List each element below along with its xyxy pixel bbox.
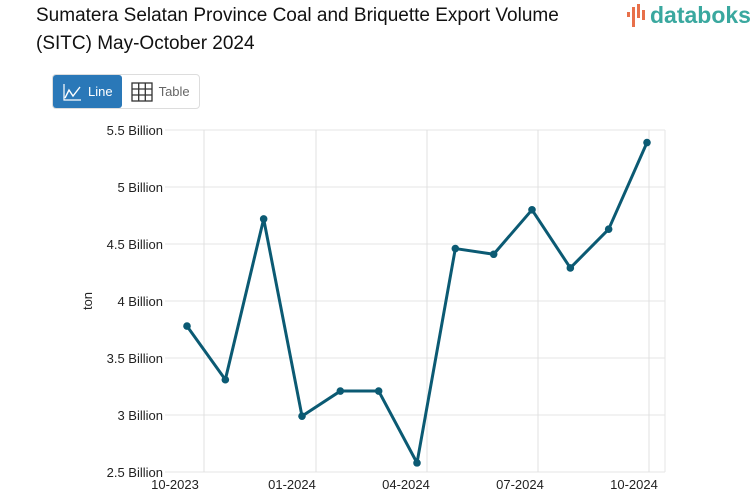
- y-tick-label: 4 Billion: [117, 294, 163, 309]
- data-point: [528, 206, 536, 214]
- line-chart-icon: [63, 83, 81, 101]
- view-toggle: Line Table: [52, 74, 200, 109]
- data-point: [221, 375, 230, 384]
- y-tick-label: 3.5 Billion: [107, 351, 163, 366]
- x-tick-label: 01-2024: [268, 477, 316, 492]
- line-view-button[interactable]: Line: [53, 75, 122, 108]
- data-point: [643, 138, 651, 147]
- x-tick-label: 10-2024: [610, 477, 658, 492]
- data-point: [604, 225, 613, 233]
- chart-title: Sumatera Selatan Province Coal and Briqu…: [36, 5, 559, 54]
- databoks-logo: databoks: [626, 2, 751, 29]
- data-point: [183, 322, 191, 330]
- y-axis-label: ton: [80, 292, 95, 310]
- data-point: [413, 459, 421, 467]
- data-point: [374, 387, 383, 395]
- table-view-button[interactable]: Table: [122, 75, 199, 108]
- line-label: Line: [88, 84, 113, 99]
- y-tick-label: 5 Billion: [117, 180, 163, 195]
- x-tick-label: 04-2024: [382, 477, 430, 492]
- y-tick-label: 2.5 Billion: [107, 465, 163, 480]
- logo-bars-icon: [627, 3, 645, 27]
- logo-text: databoks: [650, 2, 751, 28]
- table-grid-icon: [130, 81, 153, 102]
- data-point: [489, 250, 498, 259]
- data-point: [298, 412, 306, 420]
- data-point: [566, 264, 575, 272]
- data-point: [259, 215, 268, 223]
- y-tick-label: 5.5 Billion: [107, 123, 163, 138]
- table-label: Table: [158, 84, 190, 99]
- data-point: [336, 387, 345, 395]
- x-tick-label: 10-2023: [151, 477, 199, 492]
- x-tick-label: 07-2024: [496, 477, 544, 492]
- y-tick-label: 3 Billion: [117, 408, 163, 423]
- data-point: [451, 244, 460, 253]
- y-tick-label: 4.5 Billion: [107, 237, 163, 252]
